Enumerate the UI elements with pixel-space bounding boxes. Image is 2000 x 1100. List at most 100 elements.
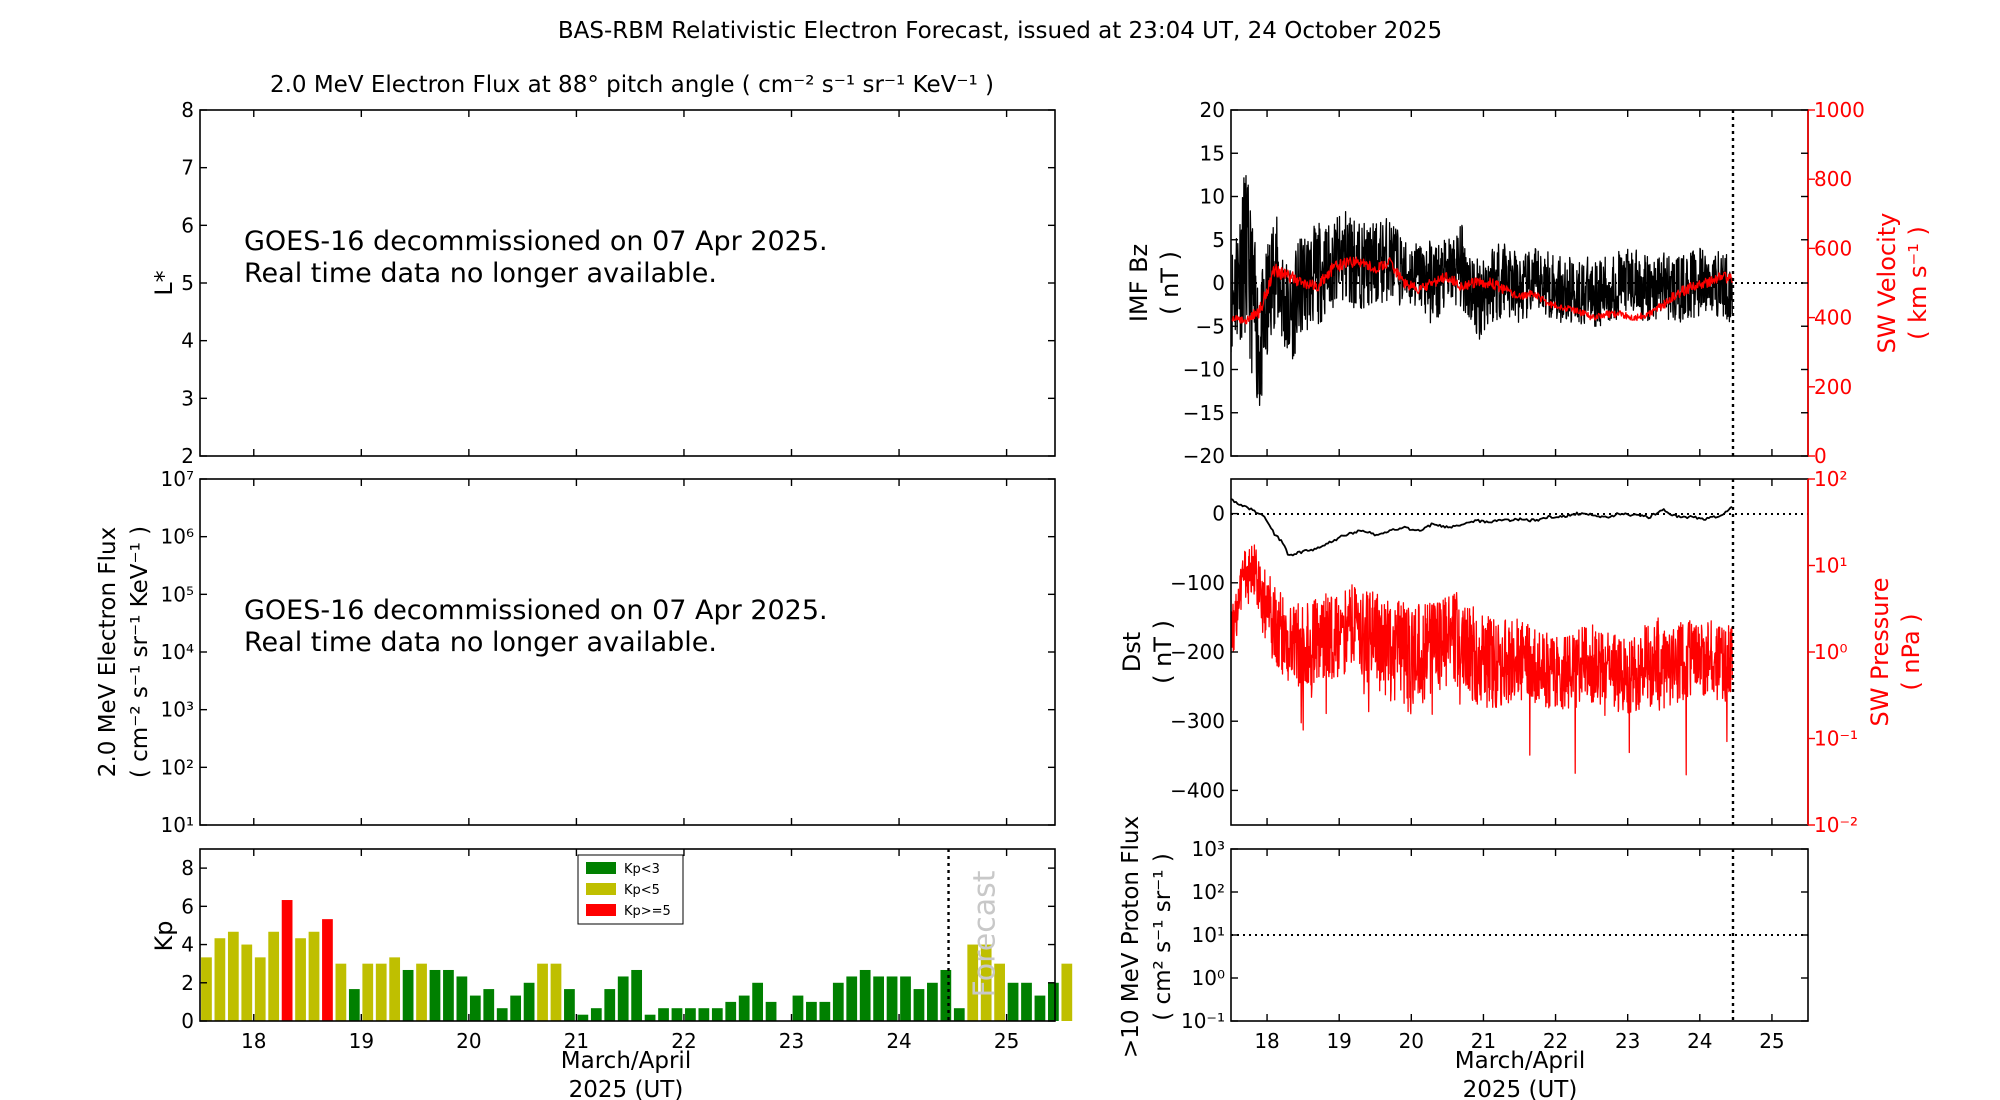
sw-pressure-y-tick-label: 10⁰ bbox=[1814, 640, 1847, 664]
eflux-y-tick-label: 10⁵ bbox=[161, 582, 194, 606]
dst-axis-ticks: −400 −300 −200 −100 0 10⁻² 10⁻¹ 10⁰ 10¹ 10² bbox=[1170, 467, 1858, 837]
proton-y-tick-label: 10³ bbox=[1192, 837, 1225, 861]
kp-bar bbox=[846, 976, 858, 1021]
sw-pressure-y-tick-label: 10² bbox=[1814, 467, 1847, 491]
figure-title: BAS-RBM Relativistic Electron Forecast, … bbox=[558, 18, 1442, 44]
kp-legend-swatch-low bbox=[586, 862, 616, 874]
lstar-y-tick-label: 8 bbox=[181, 98, 194, 122]
kp-y-tick-label: 8 bbox=[181, 856, 194, 880]
kp-legend-swatch-mid bbox=[586, 883, 616, 895]
eflux-y-tick-label: 10³ bbox=[161, 698, 194, 722]
lstar-y-tick-label: 2 bbox=[181, 444, 194, 468]
kp-bar bbox=[711, 1008, 723, 1021]
kp-x-tick-label: 19 bbox=[349, 1029, 374, 1053]
lstar-panel-title: 2.0 MeV Electron Flux at 88° pitch angle… bbox=[270, 72, 994, 98]
kp-bar bbox=[322, 919, 333, 1021]
kp-bar bbox=[738, 995, 750, 1021]
kp-forecast-label: Forecast bbox=[968, 870, 1003, 997]
kp-x-tick-label: 25 bbox=[994, 1029, 1019, 1053]
kp-axes-frame bbox=[199, 848, 1056, 1022]
kp-bar bbox=[443, 969, 454, 1021]
eflux-y-tick-label: 10² bbox=[161, 755, 194, 779]
kp-bar bbox=[806, 1001, 817, 1021]
dst-y-tick-label: −200 bbox=[1170, 640, 1225, 664]
eflux-notice-line1: GOES-16 decommissioned on 07 Apr 2025. bbox=[244, 595, 828, 626]
dst-y-tick-label: −100 bbox=[1170, 571, 1225, 595]
imf-y-label-line2: ( nT ) bbox=[1156, 251, 1184, 315]
eflux-y-label-line2: ( cm⁻² s⁻¹ sr⁻¹ KeV⁻¹ ) bbox=[127, 526, 153, 778]
kp-bar bbox=[886, 976, 898, 1021]
kp-bar bbox=[577, 1014, 589, 1021]
kp-bar bbox=[523, 982, 535, 1021]
eflux-panel: 10¹ 10² 10³ 10⁴ 10⁵ 10⁶ 10⁷ 2.0 MeV Electron F… bbox=[95, 467, 1056, 837]
kp-bar bbox=[671, 1008, 683, 1021]
lstar-y-tick-label: 3 bbox=[181, 386, 194, 410]
kp-bar bbox=[725, 1001, 737, 1021]
kp-bar bbox=[308, 931, 320, 1021]
kp-bar bbox=[564, 989, 575, 1021]
kp-x-tick-label: 24 bbox=[886, 1029, 911, 1053]
kp-bar bbox=[510, 995, 522, 1021]
imf-y-tick-label: 5 bbox=[1212, 228, 1225, 252]
dst-series bbox=[1231, 498, 1733, 557]
proton-y-tick-label: 10⁻¹ bbox=[1181, 1009, 1225, 1033]
kp-bar bbox=[227, 931, 239, 1021]
kp-bar bbox=[752, 982, 764, 1021]
sw-pressure-y-tick-label: 10⁻¹ bbox=[1814, 727, 1858, 751]
kp-bar bbox=[927, 982, 938, 1021]
dst-panel: −400 −300 −200 −100 0 10⁻² 10⁻¹ 10⁰ 10¹ 10² Dst (… bbox=[1118, 467, 1925, 837]
kp-x-tick-label: 22 bbox=[671, 1029, 696, 1053]
proton-x-label-line2: 2025 (UT) bbox=[1463, 1077, 1578, 1100]
kp-bar bbox=[550, 963, 562, 1021]
kp-bar bbox=[819, 1001, 831, 1021]
lstar-notice-line2: Real time data no longer available. bbox=[244, 258, 717, 289]
kp-bar bbox=[1034, 995, 1046, 1021]
kp-bar bbox=[1048, 982, 1059, 1021]
kp-bar bbox=[604, 989, 616, 1021]
imf-y-tick-label: 20 bbox=[1200, 98, 1225, 122]
lstar-panel: 2 3 4 5 6 7 8 L* GOES-16 decommissioned on 07 … bbox=[150, 98, 1056, 468]
proton-y-tick-label: 10⁰ bbox=[1192, 966, 1225, 990]
kp-bar bbox=[389, 957, 401, 1021]
sw-velocity-label-line2: ( km s⁻¹ ) bbox=[1904, 226, 1932, 340]
lstar-y-tick-label: 5 bbox=[181, 271, 194, 295]
dst-y-tick-label: −400 bbox=[1170, 778, 1225, 802]
kp-bar bbox=[254, 957, 266, 1021]
kp-bar bbox=[456, 976, 468, 1021]
sw-velocity-y-tick-label: 1000 bbox=[1814, 98, 1865, 122]
proton-x-tick-label: 24 bbox=[1687, 1029, 1712, 1053]
sw-pressure-y-tick-label: 10⁻² bbox=[1814, 813, 1858, 837]
proton-x-tick-label: 22 bbox=[1543, 1029, 1568, 1053]
imf-y-tick-label: 15 bbox=[1200, 141, 1225, 165]
kp-x-tick-label: 18 bbox=[241, 1029, 266, 1053]
kp-bar bbox=[873, 976, 884, 1021]
kp-bar bbox=[201, 957, 212, 1021]
kp-bar bbox=[832, 982, 844, 1021]
lstar-y-ticks: 2 3 4 5 6 7 8 bbox=[181, 98, 1055, 468]
kp-bar bbox=[241, 944, 253, 1021]
dst-y-label-line2: ( nT ) bbox=[1149, 620, 1177, 684]
kp-legend-label-low: Kp<3 bbox=[624, 862, 660, 877]
kp-y-tick-label: 4 bbox=[181, 933, 194, 957]
kp-legend: Kp<3 Kp<5 Kp>=5 bbox=[577, 854, 684, 925]
kp-bar bbox=[698, 1008, 710, 1021]
kp-legend-label-high: Kp>=5 bbox=[624, 904, 671, 919]
proton-y-label-line2: ( cm² s⁻¹ sr⁻¹ ) bbox=[1150, 853, 1176, 1021]
proton-y-label-line1: >10 MeV Proton Flux bbox=[1118, 816, 1144, 1058]
kp-bar bbox=[416, 963, 427, 1021]
kp-bar bbox=[953, 1008, 965, 1021]
kp-bar bbox=[483, 989, 495, 1021]
imf-y-tick-label: −10 bbox=[1183, 358, 1225, 382]
lstar-notice-line1: GOES-16 decommissioned on 07 Apr 2025. bbox=[244, 226, 828, 257]
dst-y-tick-label: 0 bbox=[1212, 502, 1225, 526]
sw-velocity-y-tick-label: 600 bbox=[1814, 236, 1852, 260]
imf-bz-series bbox=[1231, 175, 1733, 407]
kp-bar bbox=[913, 989, 925, 1021]
proton-axis-ticks: 10⁻¹ 10⁰ 10¹ 10² 10³ 18 19 20 21 22 23 24 25 bbox=[1181, 837, 1808, 1053]
kp-bar bbox=[268, 931, 280, 1021]
kp-bar bbox=[792, 995, 804, 1021]
lstar-y-tick-label: 7 bbox=[181, 156, 194, 180]
proton-y-tick-label: 10² bbox=[1192, 880, 1225, 904]
